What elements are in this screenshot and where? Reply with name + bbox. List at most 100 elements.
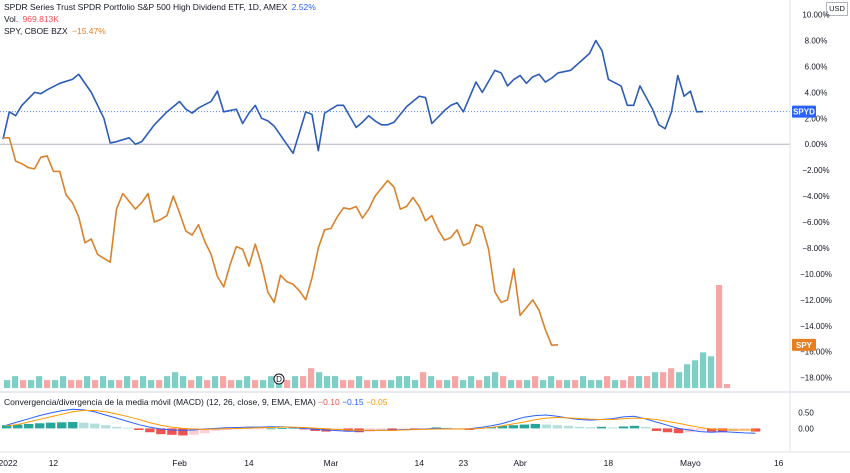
volume-bar: [588, 380, 595, 388]
x-tick-label: 23: [459, 458, 469, 468]
volume-bar: [188, 380, 195, 388]
volume-bar: [476, 380, 483, 388]
x-tick-label: 12: [49, 458, 59, 468]
macd-hist-bar: [541, 424, 552, 429]
volume-bar: [124, 376, 131, 388]
volume-bar: [140, 376, 147, 388]
volume-bar: [676, 372, 683, 388]
macd-hist-bar: [277, 428, 287, 429]
macd-hist-bar: [585, 427, 596, 429]
volume-bar: [684, 364, 691, 388]
macd-y-tick-label: 0.00: [798, 424, 814, 433]
volume-bar: [700, 352, 707, 388]
volume-bar: [244, 376, 251, 388]
volume-bar: [236, 380, 243, 388]
macd-hist-bar: [739, 428, 750, 430]
macd-hist-bar: [13, 424, 23, 429]
volume-bar: [356, 376, 363, 388]
volume-bar: [164, 376, 171, 388]
legend-line-1: SPDR Series Trust SPDR Portfolio S&P 500…: [4, 2, 318, 12]
volume-bar: [396, 376, 403, 388]
y-tick-label: −6.00%: [802, 218, 829, 227]
macd-hist-bar: [717, 428, 728, 433]
volume-bar: [708, 356, 715, 388]
x-tick-label: 16: [774, 458, 784, 468]
macd-hist-bar: [376, 428, 386, 430]
volume-bar: [444, 380, 451, 388]
y-tick-label: −4.00%: [802, 192, 829, 201]
volume-bar: [172, 372, 179, 388]
macd-legend-signal: −0.05: [365, 397, 388, 407]
price-tag-label: SPYD: [793, 108, 815, 117]
volume-bar: [348, 380, 355, 388]
x-tick-label: 14: [244, 458, 254, 468]
volume-bar: [364, 380, 371, 388]
volume-bar: [44, 380, 51, 388]
volume-bar: [404, 376, 411, 388]
volume-bar: [372, 380, 379, 388]
volume-bar: [652, 372, 659, 388]
volume-bar: [28, 380, 35, 388]
volume-bar: [556, 380, 563, 388]
y-tick-label: −8.00%: [802, 244, 829, 253]
volume-bar: [36, 376, 43, 388]
volume-bar: [516, 380, 523, 388]
macd-hist-bar: [552, 425, 563, 429]
volume-bar: [196, 376, 203, 388]
volume-bar: [324, 376, 331, 388]
volume-bar: [644, 376, 651, 388]
volume-bar: [636, 376, 643, 388]
y-tick-label: 6.00%: [805, 62, 828, 71]
macd-hist-bar: [46, 422, 56, 429]
volume-bars: [4, 285, 731, 388]
volume-bar: [68, 380, 75, 388]
volume-bar: [492, 372, 499, 388]
volume-bar: [108, 380, 115, 388]
volume-bar: [500, 376, 507, 388]
volume-bar: [156, 380, 163, 388]
price-lines: [2, 39, 704, 347]
macd-hist-bar: [211, 428, 221, 431]
x-tick-label: Mayo: [680, 458, 701, 468]
y-tick-label: −10.00%: [800, 270, 832, 279]
volume-bar: [524, 380, 531, 388]
price-tag-label: SPY: [796, 341, 813, 350]
volume-bar: [580, 376, 587, 388]
macd-hist-bar: [750, 428, 761, 432]
y-tick-label: −14.00%: [800, 322, 832, 331]
volume-bar: [612, 380, 619, 388]
macd-hist-bar: [101, 425, 111, 429]
grid: [0, 111, 790, 145]
macd-hist-bar: [596, 426, 607, 429]
volume-bar: [540, 380, 547, 388]
volume-bar: [212, 376, 219, 388]
legend-spyd-name: SPDR Series Trust SPDR Portfolio S&P 500…: [4, 2, 288, 12]
volume-bar: [52, 380, 59, 388]
legend-spyd-value: 2.52%: [291, 2, 316, 12]
volume-bar: [148, 380, 155, 388]
macd-hist-bar: [288, 427, 298, 429]
x-tick-label: Feb: [172, 458, 187, 468]
y-tick-label: 8.00%: [805, 37, 828, 46]
macd-hist-bar: [90, 423, 100, 429]
y-tick-label: 2.00%: [805, 114, 828, 123]
volume-bar: [4, 380, 11, 388]
y-tick-label: −12.00%: [800, 296, 832, 305]
legend-spy-name: SPY, CBOE BZX: [4, 26, 68, 36]
volume-bar: [20, 380, 27, 388]
macd-hist-bar: [123, 427, 133, 429]
macd-hist-bar: [189, 428, 199, 435]
volume-bar: [76, 380, 83, 388]
macd-hist-bar: [145, 428, 155, 433]
macd-pane: [2, 408, 761, 436]
volume-bar: [132, 380, 139, 388]
volume-bar: [460, 380, 467, 388]
currency-button[interactable]: USD: [826, 2, 848, 16]
macd-hist-bar: [497, 425, 507, 429]
volume-bar: [564, 380, 571, 388]
volume-bar: [548, 376, 555, 388]
macd-legend-hist: −0.10: [318, 397, 340, 407]
volume-bar: [292, 376, 299, 388]
macd-hist-bar: [24, 423, 34, 429]
